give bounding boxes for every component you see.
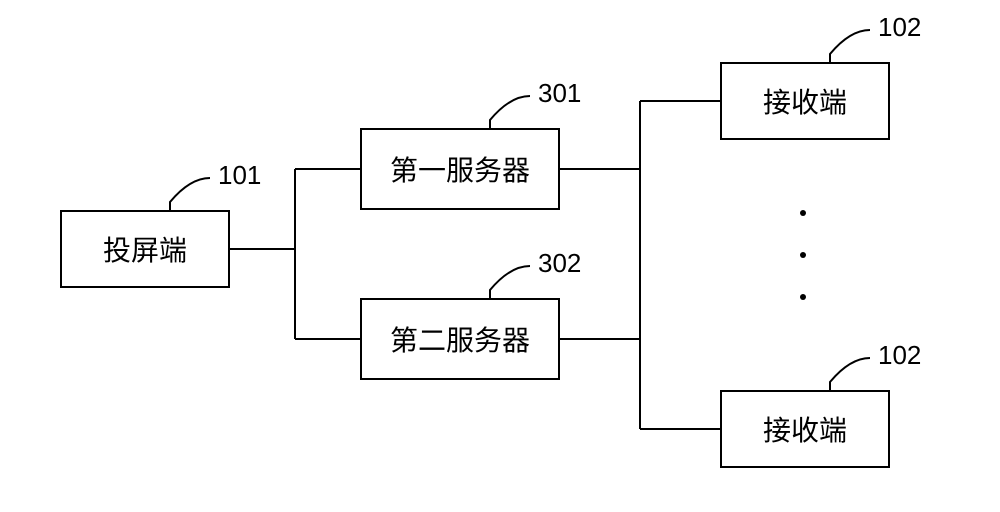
recv2-leader — [0, 0, 1000, 512]
ellipsis-dots — [800, 210, 806, 300]
